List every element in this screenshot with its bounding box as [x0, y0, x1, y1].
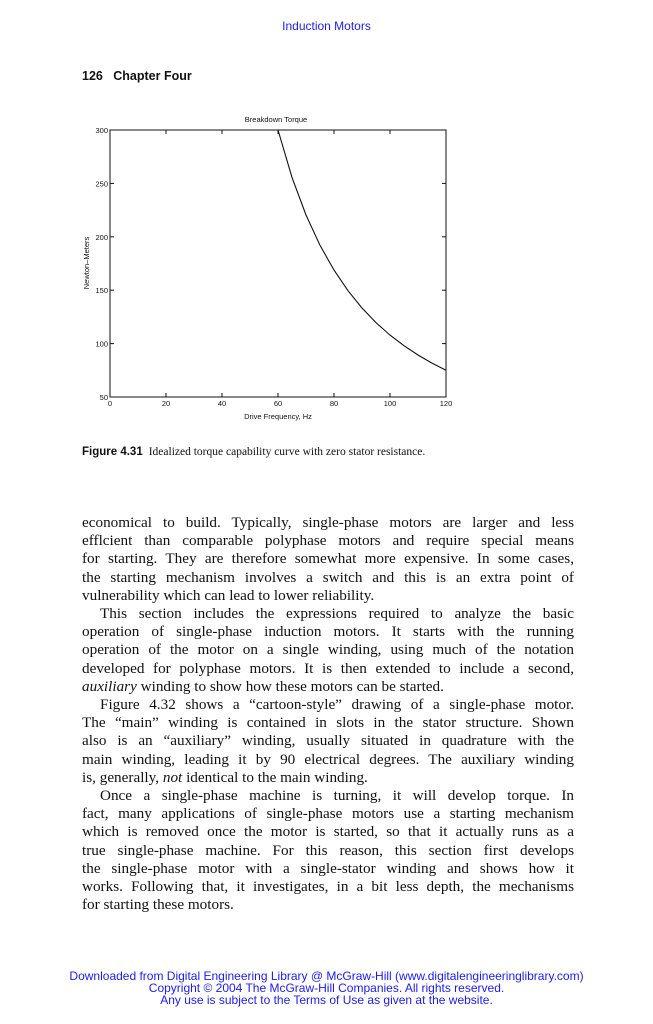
plot-frame — [109, 129, 447, 398]
chart-title: Breakdown Torque — [245, 115, 307, 124]
page-header-link[interactable]: Induction Motors — [282, 19, 371, 33]
x-tick-label: 100 — [384, 399, 397, 408]
x-tick-label: 20 — [162, 399, 170, 408]
breakdown-torque-chart: Breakdown Torque 0 20 40 60 80 100 120 50 100 150… — [82, 115, 453, 421]
x-tick-label: 40 — [218, 399, 226, 408]
text-line: Figure 4.32 shows a “cartoon-style” draw… — [100, 696, 574, 714]
y-tick-label: 50 — [100, 393, 108, 402]
text-line: the starting mechanism involves a switch… — [82, 568, 574, 586]
text-line: operation of single-phase induction moto… — [82, 623, 574, 641]
y-tick-label: 200 — [95, 233, 108, 242]
figure-caption: Figure 4.31 Idealized torque capability c… — [82, 445, 454, 460]
text-line: efflcient than comparable polyphase moto… — [82, 532, 574, 550]
y-tick-label: 300 — [95, 126, 108, 135]
footer-line-1[interactable]: Downloaded from Digital Engineering Libr… — [69, 969, 584, 983]
x-tick-label: 120 — [440, 399, 453, 408]
text-line: fact, many applications of single-phase … — [82, 805, 574, 823]
text-line: Once a single-phase machine is turning, … — [100, 787, 574, 805]
text-line: the single-phase motor with a single-sta… — [82, 859, 574, 877]
italic-text: auxiliary — [82, 677, 137, 695]
text-span: winding to show how these motors can be … — [136, 677, 444, 695]
y-axis-label: Newton–Meters — [82, 236, 91, 289]
text-line: also is an “auxiliary” winding, usually … — [82, 732, 574, 750]
text-span: identical to the main winding. — [182, 768, 368, 786]
figure-label: Figure 4.31 — [82, 446, 143, 458]
text-line: for starting these motors. — [82, 896, 234, 914]
italic-text: not — [162, 768, 183, 786]
text-line: true single-phase machine. For this reas… — [82, 841, 574, 859]
x-axis-label: Drive Frequency, Hz — [244, 412, 312, 421]
text-line: works. Following that, it investigates, … — [82, 878, 574, 896]
caption-text: Idealized torque capability curve with z… — [148, 446, 426, 458]
x-tick-label: 80 — [330, 399, 338, 408]
y-tick-label: 100 — [95, 340, 108, 349]
text-line: auxiliary winding to show how these moto… — [82, 678, 574, 696]
x-tick-label: 60 — [274, 399, 282, 408]
text-span: is, generally, — [82, 768, 163, 786]
text-line: This section includes the expressions re… — [100, 605, 574, 623]
body-text: economical to build. Typically, single-p… — [82, 514, 574, 914]
y-tick-label: 250 — [95, 179, 108, 188]
text-line: main winding, leading it by 90 electrica… — [82, 750, 574, 768]
text-line: for starting. They are therefore somewha… — [82, 550, 574, 568]
running-head: 126 Chapter Four — [82, 69, 192, 83]
text-line: The “main” winding is contained in slots… — [82, 714, 574, 732]
text-line: developed for polyphase motors. It is th… — [82, 659, 574, 677]
text-line: vulnerability which can lead to lower re… — [82, 586, 375, 604]
footer-line-3: Any use is subject to the Terms of Use a… — [160, 993, 493, 1007]
text-line: operation of the motor on a single windi… — [82, 641, 574, 659]
text-line: economical to build. Typically, single-p… — [82, 514, 574, 531]
footer-line-2: Copyright © 2004 The McGraw-Hill Compani… — [148, 981, 505, 995]
y-tick-label: 150 — [95, 286, 108, 295]
text-line: which is removed once the motor is start… — [82, 823, 574, 841]
text-line: is, generally, not identical to the main… — [82, 769, 574, 787]
x-tick-label: 0 — [108, 399, 112, 408]
torque-curve — [110, 129, 447, 371]
copyright-footer[interactable]: Downloaded from Digital Engineering Libr… — [0, 970, 653, 1006]
